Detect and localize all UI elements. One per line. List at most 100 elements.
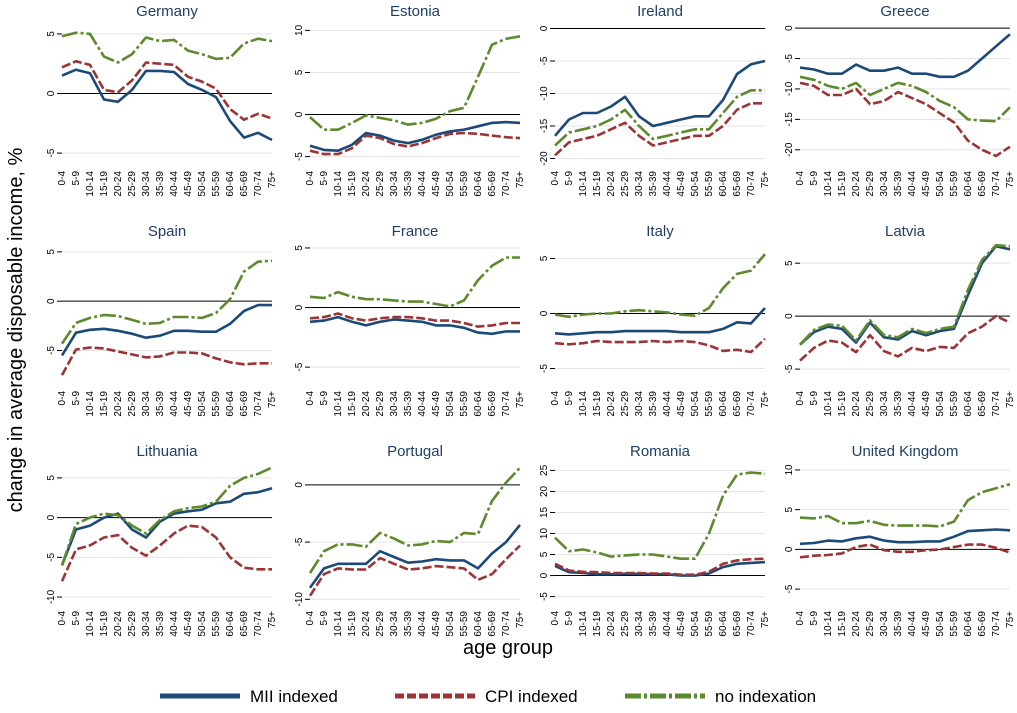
y-tick-label: -10 (784, 81, 795, 96)
x-tick-label: 15-19 (837, 611, 848, 637)
x-tick-label: 20-24 (606, 171, 617, 197)
x-tick-label: 25-29 (865, 171, 876, 197)
x-tick-label: 40-44 (417, 611, 428, 637)
y-tick-label: -5 (539, 364, 550, 373)
x-tick-label: 20-24 (361, 611, 372, 637)
y-tick-label: -5 (784, 364, 795, 373)
x-tick-label: 35-39 (403, 611, 414, 637)
x-tick-label: 70-74 (991, 391, 1002, 417)
legend-label: no indexation (715, 687, 816, 706)
x-tick-label: 45-49 (676, 611, 687, 637)
x-tick-label: 25-29 (620, 611, 631, 637)
y-tick-label: -5 (539, 56, 550, 65)
x-tick-label: 55-59 (211, 611, 222, 637)
series-line (554, 337, 766, 354)
x-tick-label: 70-74 (501, 611, 512, 637)
x-tick-label: 35-39 (155, 171, 166, 197)
x-tick-label: 45-49 (431, 391, 442, 417)
x-tick-label: 15-19 (347, 391, 358, 417)
legend-label: MII indexed (250, 687, 338, 706)
y-tick-label: -5 (294, 537, 305, 546)
x-tick-label: 0-4 (550, 391, 561, 406)
x-tick-label: 40-44 (417, 391, 428, 417)
x-tick-label: 30-34 (389, 171, 400, 197)
x-tick-label: 70-74 (991, 611, 1002, 637)
y-tick-label: 5 (46, 249, 57, 255)
x-tick-label: 30-34 (389, 611, 400, 637)
x-tick-label: 65-69 (487, 391, 498, 417)
x-tick-label: 5-9 (71, 611, 82, 626)
x-tick-label: 40-44 (169, 391, 180, 417)
y-tick-label: 0 (784, 313, 795, 319)
x-tick-label: 50-54 (690, 611, 701, 637)
x-tick-label: 35-39 (648, 611, 659, 637)
x-tick-label: 40-44 (907, 611, 918, 637)
x-tick-label: 75+ (267, 391, 278, 408)
series-line (799, 75, 1011, 123)
x-tick-label: 0-4 (305, 611, 316, 626)
x-tick-label: 30-34 (141, 611, 152, 637)
x-tick-label: 75+ (515, 611, 526, 628)
x-tick-label: 50-54 (935, 611, 946, 637)
x-tick-label: 60-64 (963, 391, 974, 417)
panel-title: Romania (630, 443, 691, 460)
series-line (61, 31, 273, 64)
x-tick-label: 75+ (760, 171, 771, 188)
series-line (554, 560, 766, 577)
x-tick-label: 10-14 (85, 611, 96, 637)
x-tick-label: 25-29 (865, 611, 876, 637)
x-tick-label: 5-9 (564, 611, 575, 626)
y-tick-label: 5 (539, 255, 550, 261)
x-tick-label: 30-34 (634, 391, 645, 417)
x-tick-label: 10-14 (333, 611, 344, 637)
x-tick-label: 25-29 (375, 611, 386, 637)
x-tick-label: 70-74 (501, 391, 512, 417)
x-tick-label: 30-34 (879, 611, 890, 637)
x-tick-label: 5-9 (319, 391, 330, 406)
x-tick-label: 35-39 (648, 171, 659, 197)
x-tick-label: 35-39 (893, 171, 904, 197)
x-tick-label: 60-64 (718, 171, 729, 197)
series-line (554, 307, 766, 336)
panel-title: Germany (136, 3, 198, 20)
x-tick-label: 45-49 (183, 391, 194, 417)
x-tick-label: 65-69 (487, 171, 498, 197)
x-tick-label: 60-64 (225, 171, 236, 197)
x-tick-label: 50-54 (935, 171, 946, 197)
x-tick-label: 25-29 (620, 171, 631, 197)
y-tick-label: -15 (539, 118, 550, 133)
series-line (309, 256, 520, 308)
y-tick-label: 0 (46, 298, 57, 304)
y-tick-label: -5 (784, 54, 795, 63)
x-tick-label: 10-14 (85, 171, 96, 197)
x-tick-label: 55-59 (459, 171, 470, 197)
x-tick-label: 30-34 (879, 171, 890, 197)
y-tick-label: 0 (784, 25, 795, 31)
x-tick-label: 5-9 (564, 391, 575, 406)
x-tick-label: 70-74 (253, 391, 264, 417)
series-line (799, 81, 1011, 158)
panel-title: Spain (148, 223, 186, 240)
x-tick-label: 60-64 (963, 611, 974, 637)
x-tick-label: 55-59 (459, 391, 470, 417)
x-tick-label: 60-64 (473, 391, 484, 417)
y-tick-label: 5 (294, 69, 305, 75)
x-tick-label: 10-14 (823, 391, 834, 417)
x-tick-label: 0-4 (550, 171, 561, 186)
y-tick-label: -15 (784, 112, 795, 127)
x-tick-label: 15-19 (592, 611, 603, 637)
y-tick-label: -5 (294, 152, 305, 161)
x-tick-label: 55-59 (949, 391, 960, 417)
x-tick-label: 20-24 (113, 171, 124, 197)
legend-label: CPI indexed (485, 687, 578, 706)
x-tick-label: 15-19 (99, 611, 110, 637)
x-tick-label: 40-44 (169, 611, 180, 637)
y-axis-label: change in average disposable income, % (5, 147, 27, 512)
y-tick-label: 5 (784, 260, 795, 266)
x-tick-label: 55-59 (704, 171, 715, 197)
y-tick-label: -20 (539, 151, 550, 166)
series-line (61, 60, 273, 121)
y-tick-label: -10 (539, 86, 550, 101)
x-tick-label: 15-19 (347, 171, 358, 197)
